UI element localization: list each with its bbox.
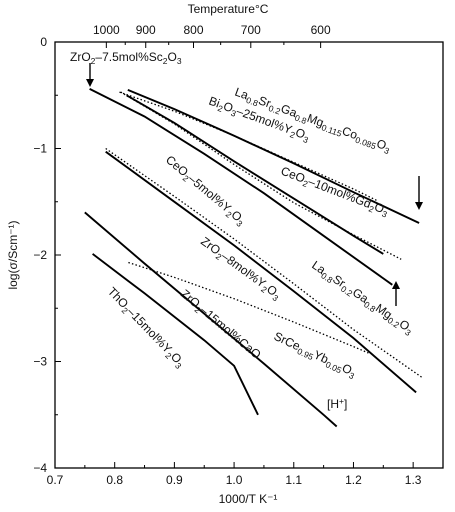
- label-segment: 3: [381, 208, 389, 219]
- label-segment: 3: [383, 145, 391, 156]
- x-tick-label: 1.2: [345, 473, 362, 487]
- series-line-zro-8mol-y-o: [105, 150, 417, 394]
- label-segment: –8mol%Y: [219, 249, 269, 291]
- plot-frame: [54, 41, 444, 469]
- top-tick-label: 600: [311, 23, 331, 37]
- x-tick-label: 1.0: [226, 473, 243, 487]
- label-segment: +: [339, 396, 344, 406]
- label-segment: La: [233, 85, 251, 103]
- label-segment: 3: [173, 360, 184, 371]
- series-line-la0-8sr0-2ga0-8mg0-2o3: [126, 94, 384, 255]
- y-tick-label: −3: [33, 355, 47, 369]
- label-segment: O: [294, 125, 308, 141]
- label-ceo2-gd: CeO2–10mol%Gd2O3: [278, 164, 391, 220]
- label-segment: –15mol%CaO: [198, 303, 264, 362]
- label-segment: 2: [120, 305, 131, 316]
- label-srce: SrCe0.95Yb0.05O3: [271, 329, 359, 381]
- arrows: [86, 63, 423, 306]
- label-segment: 2: [163, 350, 174, 361]
- label-segment: 2: [214, 251, 224, 262]
- label-zro2-sc: ZrO2–7.5mol%Sc2O3: [70, 50, 182, 66]
- label-lsgm: La0.8Sr0.2Ga0.8Mg0.2O3: [308, 258, 416, 338]
- label-zro2-8y: ZrO2–8mol%Y2O3: [197, 234, 284, 303]
- label-segment: 3: [271, 292, 281, 303]
- x-axis-title: 1000/T K⁻¹: [219, 492, 278, 506]
- label-segment: 3: [230, 107, 238, 118]
- series-line-tho-15mol-y-o: [92, 253, 259, 416]
- top-tick-label: 1000: [93, 23, 120, 37]
- x-tick-label: 1.3: [405, 473, 422, 487]
- label-segment: 3: [403, 327, 413, 338]
- top-tick-label: 900: [136, 23, 156, 37]
- x-tick-label: 1.1: [285, 473, 302, 487]
- label-ceo2-y: CeO2–5mol%Y2O3: [162, 153, 249, 229]
- label-segment: [H: [327, 397, 339, 411]
- label-segment: O: [221, 99, 235, 115]
- y-tick-label: −4: [33, 461, 47, 475]
- label-segment: 2: [163, 56, 168, 66]
- label-segment: 0.2: [267, 103, 282, 117]
- label-segment: O: [375, 136, 389, 152]
- label-segment: O: [168, 50, 177, 64]
- label-segment: Yb: [312, 348, 332, 367]
- y-axis-title: log(σ/Scm⁻¹): [6, 220, 20, 289]
- label-segment: –5mol%Y: [186, 171, 234, 215]
- label-segment: 2: [216, 103, 224, 114]
- label-segment: 2: [301, 178, 309, 189]
- arrow-lsgmc-head: [415, 202, 423, 210]
- label-segment: ]: [344, 397, 347, 411]
- arrow-zro2-sc-head: [86, 79, 94, 87]
- top-tick-label: 700: [241, 23, 261, 37]
- label-segment: 2: [91, 56, 96, 66]
- label-segment: 2: [289, 129, 297, 140]
- series-lines: [84, 88, 423, 428]
- series-line-zro-7-5mol-sc-o: [89, 88, 393, 286]
- label-segment: Bi: [207, 94, 222, 111]
- series-line-zro-15mol-cao: [84, 211, 338, 428]
- label-segment: 2: [367, 203, 375, 214]
- top-axis-title: Temperature°C: [188, 2, 269, 16]
- label-segment: Co: [340, 124, 360, 143]
- label-segment: 2: [193, 304, 203, 315]
- label-segment: 3: [235, 218, 245, 229]
- label-segment: 2: [224, 209, 234, 220]
- label-zro2-cao: ZrO2–15mol%CaO: [177, 287, 264, 363]
- arrow-lsgm-head: [392, 281, 400, 289]
- label-segment: 3: [177, 56, 182, 66]
- label-segment: 3: [348, 370, 357, 381]
- label-hplus: [H+]: [327, 396, 347, 411]
- label-segment: 2: [181, 173, 191, 184]
- label-segment: 0.8: [245, 95, 260, 109]
- x-tick-label: 0.9: [166, 473, 183, 487]
- label-segment: 0.8: [294, 112, 309, 126]
- y-tick-label: −1: [33, 142, 47, 156]
- label-segment: –10mol%Gd: [306, 174, 373, 211]
- x-tick-label: 0.8: [106, 473, 123, 487]
- label-segment: 3: [302, 134, 310, 145]
- axis-ticks: 0.7 0.8 0.9 1.0 1.1 1.2 1.3 0 −1 −2 −3 −4 1000 900 800…: [33, 23, 422, 487]
- series-line-bi-o-25mol-y-o: [119, 91, 378, 202]
- label-segment: Sr: [257, 93, 273, 110]
- label-segment: –7.5mol%Sc: [95, 50, 162, 64]
- label-segment: ZrO: [70, 50, 91, 64]
- top-tick-label: 800: [183, 23, 203, 37]
- y-tick-label: 0: [40, 35, 47, 49]
- label-segment: 2: [259, 284, 269, 295]
- label-segment: Mg: [305, 111, 325, 130]
- y-tick-label: −2: [33, 248, 47, 262]
- x-tick-label: 0.7: [47, 473, 64, 487]
- label-tho2: ThO2–15mol%Y2O3: [104, 284, 188, 371]
- label-segment: Ga: [279, 101, 299, 120]
